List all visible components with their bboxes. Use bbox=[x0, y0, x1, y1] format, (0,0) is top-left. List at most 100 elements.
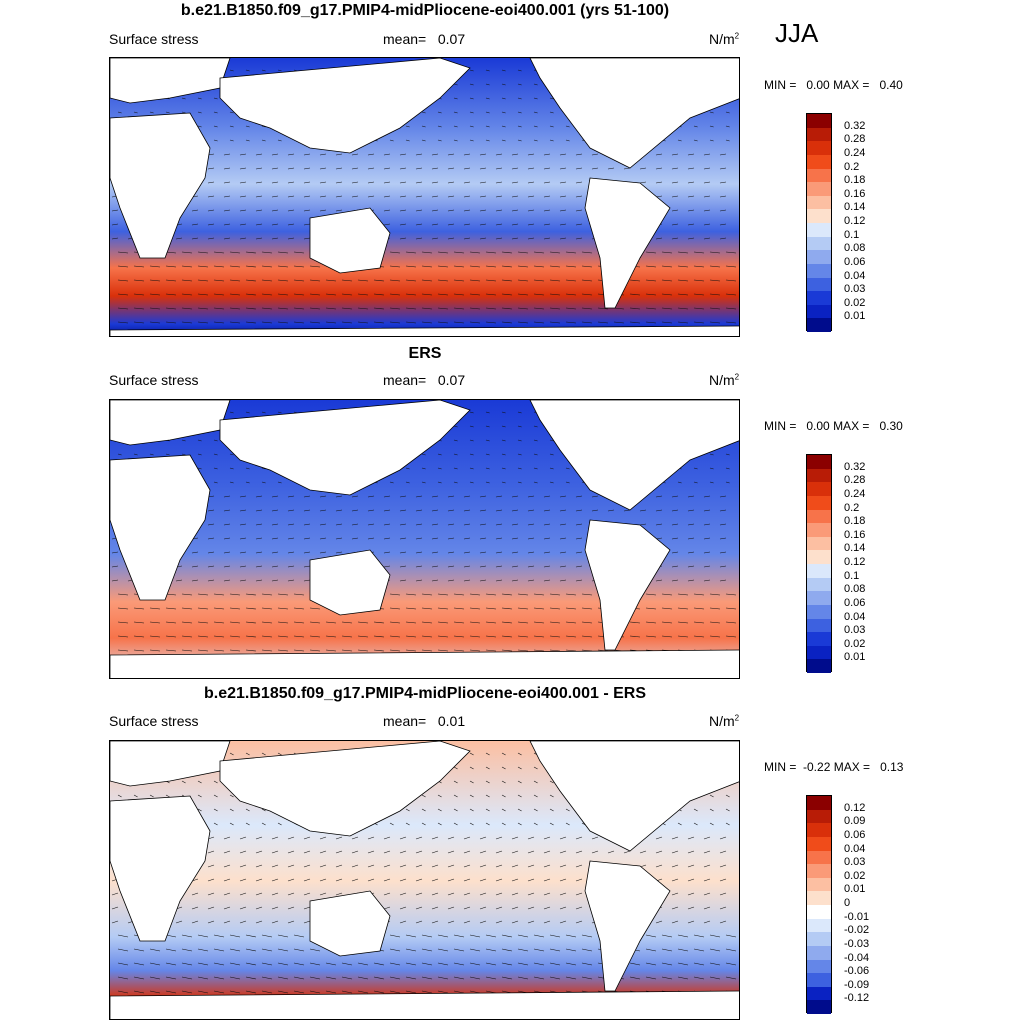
panel3-minmax: MIN = -0.22 MAX = 0.13 bbox=[764, 760, 904, 774]
colorbar-swatch bbox=[807, 836, 831, 851]
colorbar-swatch bbox=[807, 1000, 831, 1014]
panel3-map-svg bbox=[110, 741, 739, 1019]
colorbar-tick-label: 0.02 bbox=[844, 296, 866, 309]
panel3-map bbox=[109, 740, 740, 1020]
panel3-title: b.e21.B1850.f09_g17.PMIP4-midPliocene-eo… bbox=[204, 685, 646, 702]
colorbar-tick-label: -0.01 bbox=[844, 910, 870, 923]
colorbar-tick-label: 0.32 bbox=[844, 460, 866, 473]
colorbar-swatch bbox=[807, 618, 831, 633]
colorbar-tick-label: 0.28 bbox=[844, 474, 866, 487]
colorbar-swatch bbox=[807, 182, 831, 196]
panel1-mean-value: 0.07 bbox=[437, 31, 466, 47]
panel2-unit: N/m2 bbox=[709, 372, 740, 388]
colorbar-swatch bbox=[807, 250, 831, 264]
colorbar-swatch bbox=[807, 482, 831, 496]
colorbar-tick-label: 0.32 bbox=[844, 119, 866, 132]
panel2-map bbox=[109, 399, 740, 679]
colorbar-swatch bbox=[807, 263, 831, 278]
colorbar-swatch bbox=[807, 468, 831, 483]
colorbar-tick-label: 0.01 bbox=[844, 883, 866, 896]
panel1-mean-label: mean= 0.07 bbox=[383, 31, 466, 47]
colorbar-tick-label: 0.03 bbox=[844, 856, 866, 869]
colorbar-tick-label: -0.02 bbox=[844, 924, 870, 937]
colorbar-swatch bbox=[807, 318, 831, 332]
colorbar-tick-label: 0.09 bbox=[844, 815, 866, 828]
colorbar-swatch bbox=[807, 509, 831, 524]
colorbar-tick-label: 0.06 bbox=[844, 828, 866, 841]
colorbar-tick-label: 0.04 bbox=[844, 842, 866, 855]
colorbar-swatch bbox=[807, 141, 831, 155]
panel2-minmax: MIN = 0.00 MAX = 0.30 bbox=[764, 419, 903, 433]
colorbar-tick-label: 0.16 bbox=[844, 528, 866, 541]
panel3-mean-value: 0.01 bbox=[437, 713, 466, 729]
colorbar-tick-label: -0.09 bbox=[844, 978, 870, 991]
colorbar-tick-label: 0.24 bbox=[844, 146, 866, 159]
colorbar-tick-label: -0.06 bbox=[844, 965, 870, 978]
colorbar-swatch bbox=[807, 905, 831, 919]
panel2-map-svg bbox=[110, 400, 739, 678]
colorbar-tick-label: -0.04 bbox=[844, 951, 870, 964]
panel3-land bbox=[110, 741, 739, 1019]
panel1-unit: N/m2 bbox=[709, 31, 740, 47]
panel2-mean-value: 0.07 bbox=[437, 372, 466, 388]
colorbar-swatch bbox=[807, 304, 831, 319]
colorbar-tick-label: 0.08 bbox=[844, 583, 866, 596]
colorbar-swatch bbox=[807, 632, 831, 646]
panel3-mean-label: mean= 0.01 bbox=[383, 713, 466, 729]
colorbar-tick-label: 0.04 bbox=[844, 269, 866, 282]
colorbar-swatch bbox=[807, 277, 831, 292]
colorbar-tick-label: 0.02 bbox=[844, 637, 866, 650]
panel2-land bbox=[110, 400, 739, 678]
colorbar-tick-label: 0.06 bbox=[844, 255, 866, 268]
colorbar-tick-label: 0.01 bbox=[844, 651, 866, 664]
colorbar-swatch bbox=[807, 223, 831, 237]
colorbar-tick-label: -0.12 bbox=[844, 992, 870, 1005]
colorbar-swatch bbox=[807, 564, 831, 578]
panel2-colorbar bbox=[806, 454, 832, 673]
land-asia bbox=[219, 58, 471, 154]
colorbar-swatch bbox=[807, 591, 831, 605]
colorbar-swatch bbox=[807, 850, 831, 865]
colorbar-swatch bbox=[807, 891, 831, 905]
land-north-america bbox=[529, 58, 739, 169]
colorbar-swatch bbox=[807, 959, 831, 974]
colorbar-tick-label: 0.03 bbox=[844, 283, 866, 296]
colorbar-swatch bbox=[807, 495, 831, 510]
colorbar-swatch bbox=[807, 236, 831, 251]
colorbar-tick-label: -0.03 bbox=[844, 937, 870, 950]
land-antarctica bbox=[110, 325, 739, 336]
colorbar-tick-label: 0.02 bbox=[844, 869, 866, 882]
colorbar-tick-label: 0.24 bbox=[844, 487, 866, 500]
panel1-colorbar bbox=[806, 113, 832, 332]
colorbar-swatch bbox=[807, 877, 831, 892]
panel3-colorbar bbox=[806, 795, 832, 1014]
colorbar-swatch bbox=[807, 114, 831, 128]
colorbar-swatch bbox=[807, 973, 831, 987]
colorbar-swatch bbox=[807, 796, 831, 810]
colorbar-swatch bbox=[807, 823, 831, 837]
panel2-variable-label: Surface stress bbox=[109, 372, 199, 388]
colorbar-swatch bbox=[807, 127, 831, 142]
panel1-map-svg bbox=[110, 58, 739, 336]
land-africa bbox=[110, 112, 211, 259]
colorbar-swatch bbox=[807, 523, 831, 537]
colorbar-tick-label: 0.14 bbox=[844, 201, 866, 214]
colorbar-tick-label: 0.2 bbox=[844, 501, 860, 514]
colorbar-tick-label: 0.2 bbox=[844, 160, 860, 173]
colorbar-tick-label: 0.28 bbox=[844, 133, 866, 146]
colorbar-swatch bbox=[807, 550, 831, 564]
colorbar-swatch bbox=[807, 986, 831, 1001]
panel1-minmax: MIN = 0.00 MAX = 0.40 bbox=[764, 78, 903, 92]
colorbar-swatch bbox=[807, 195, 831, 210]
panel1-map bbox=[109, 57, 740, 337]
land-south-america bbox=[584, 177, 671, 309]
panel3-unit: N/m2 bbox=[709, 713, 740, 729]
panel1-variable-label: Surface stress bbox=[109, 31, 199, 47]
colorbar-tick-label: 0.08 bbox=[844, 242, 866, 255]
colorbar-swatch bbox=[807, 645, 831, 660]
colorbar-tick-label: 0.12 bbox=[844, 215, 866, 227]
colorbar-tick-label: 0.1 bbox=[844, 228, 860, 241]
colorbar-swatch bbox=[807, 809, 831, 824]
colorbar-tick-label: 0.18 bbox=[844, 515, 866, 528]
colorbar-swatch bbox=[807, 604, 831, 619]
